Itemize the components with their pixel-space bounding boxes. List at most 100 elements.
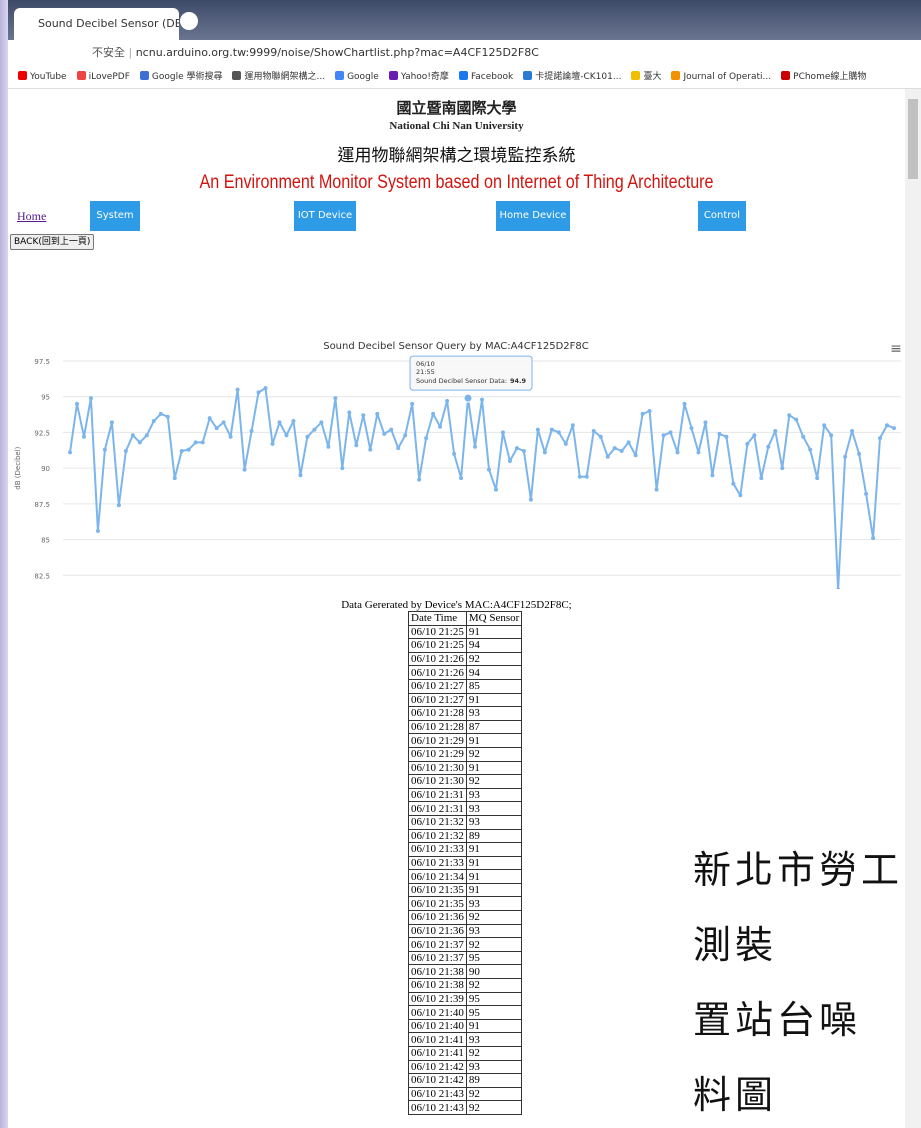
data-point xyxy=(305,434,310,439)
bookmark[interactable]: YouTube xyxy=(18,71,67,82)
data-point xyxy=(410,401,415,406)
data-point xyxy=(570,423,575,428)
sensor-value: 95 xyxy=(465,1005,523,1020)
bookmark-label: 臺大 xyxy=(643,72,662,82)
bookmark[interactable]: Google 學術搜尋 xyxy=(139,71,223,82)
data-point xyxy=(864,491,869,496)
data-point xyxy=(459,476,464,481)
table-row: 06/10 21:38 92 xyxy=(408,978,523,993)
table-header-row: Date Time MQ Sensor xyxy=(408,611,523,626)
data-point xyxy=(452,451,457,456)
data-point xyxy=(647,409,652,413)
sensor-value: 93 xyxy=(465,896,523,912)
data-point xyxy=(605,454,610,459)
data-point xyxy=(256,390,261,395)
bookmark[interactable]: Journal of Operati... xyxy=(671,71,771,82)
bookmark-label: 卡提諾論壇-CK101... xyxy=(535,72,622,82)
sensor-value: 92 xyxy=(465,774,523,789)
data-point xyxy=(298,473,303,478)
column-header: Date Time xyxy=(408,611,467,626)
data-point xyxy=(172,476,177,481)
data-point xyxy=(368,447,373,452)
separator: | xyxy=(125,46,136,59)
overlay-line: 新北市勞工 xyxy=(693,848,904,892)
bookmark-icon xyxy=(76,71,86,80)
url-box[interactable]: 不安全 | ncnu.arduino.org.tw:9999/noise/Sho… xyxy=(92,43,742,63)
bookmark-label: Google xyxy=(347,72,379,82)
table-row: 06/10 21:30 92 xyxy=(408,774,523,789)
back-button[interactable]: BACK(回到上一頁) xyxy=(10,234,95,250)
table-row: 06/10 21:29 91 xyxy=(408,733,523,748)
new-tab-button[interactable] xyxy=(180,12,198,30)
bookmark[interactable]: Google xyxy=(335,71,379,82)
bookmark[interactable]: Facebook xyxy=(458,71,514,82)
data-point xyxy=(857,451,862,456)
y-tick-label: 85 xyxy=(41,537,50,545)
browser-tab[interactable]: Sound Decibel Sensor (DB) Ch xyxy=(14,8,179,40)
data-point xyxy=(137,440,142,445)
data-point xyxy=(696,450,701,455)
sensor-value: 91 xyxy=(465,692,523,708)
data-point xyxy=(480,397,484,402)
date-time: 06/10 21:33 xyxy=(408,855,467,871)
sensor-value: 93 xyxy=(465,787,523,803)
date-time: 06/10 21:41 xyxy=(408,1046,467,1061)
bookmark[interactable]: iLovePDF xyxy=(76,71,130,82)
bookmark-label: Yahoo!奇摩 xyxy=(400,72,449,82)
data-point xyxy=(815,476,820,481)
home-link[interactable]: Home xyxy=(17,209,47,223)
data-point xyxy=(745,441,750,446)
sensor-value: 93 xyxy=(465,814,523,830)
data-point xyxy=(668,430,673,435)
data-point xyxy=(263,386,268,391)
sensor-value: 93 xyxy=(465,706,523,721)
data-point xyxy=(521,449,526,453)
data-point xyxy=(626,440,631,445)
data-point xyxy=(850,429,855,433)
address-bar xyxy=(8,40,921,66)
data-point xyxy=(780,466,785,471)
data-point xyxy=(542,450,547,455)
nav-button[interactable]: System xyxy=(90,201,140,231)
date-time: 06/10 21:28 xyxy=(408,706,467,721)
table-row: 06/10 21:41 93 xyxy=(408,1032,523,1047)
data-point xyxy=(661,433,666,438)
data-point xyxy=(703,420,708,425)
table-row: 06/10 21:28 87 xyxy=(408,719,523,735)
bookmark[interactable]: 臺大 xyxy=(631,71,662,82)
date-time: 06/10 21:30 xyxy=(408,774,467,789)
sensor-value: 92 xyxy=(465,1046,523,1061)
nav-button[interactable]: IOT Device xyxy=(294,201,356,231)
sensor-value: 91 xyxy=(465,733,523,748)
data-point xyxy=(689,426,694,431)
bookmark[interactable]: 卡提諾論壇-CK101... xyxy=(523,71,622,82)
y-tick-label: 97.5 xyxy=(34,358,50,366)
bookmark[interactable]: Yahoo!奇摩 xyxy=(388,71,449,82)
sensor-value: 95 xyxy=(465,950,523,966)
tooltip-time: 21:55 xyxy=(416,368,435,376)
scrollbar[interactable] xyxy=(905,89,921,1128)
scroll-thumb[interactable] xyxy=(908,99,918,179)
tooltip-value: 94.9 xyxy=(510,377,527,385)
nav-button[interactable]: Home Device xyxy=(496,201,570,231)
table-caption: Data Gererated by Device's MAC:A4CF125D2… xyxy=(341,599,572,611)
nav-button[interactable]: Control xyxy=(698,201,746,231)
data-point xyxy=(242,467,247,472)
overlay-line: 料圖 xyxy=(693,1073,778,1117)
date-time: 06/10 21:36 xyxy=(408,923,467,939)
overlay-line: 測裝 xyxy=(693,923,778,967)
bookmark-label: Facebook xyxy=(470,72,514,82)
data-point xyxy=(675,450,680,455)
bookmark-label: PChome線上購物 xyxy=(793,72,867,82)
menu-icon: ≡ xyxy=(890,341,902,357)
bookmark-label: Google 學術搜尋 xyxy=(151,72,223,82)
bookmark[interactable]: PChome線上購物 xyxy=(781,71,867,82)
security-label: 不安全 xyxy=(92,46,125,59)
data-point xyxy=(752,433,757,438)
sensor-value: 91 xyxy=(465,1018,523,1034)
date-time: 06/10 21:26 xyxy=(408,651,467,667)
bookmark[interactable]: 運用物聯網架構之... xyxy=(232,71,325,82)
table-row: 06/10 21:37 92 xyxy=(408,937,523,952)
table-row: 06/10 21:32 93 xyxy=(408,814,523,830)
tooltip-series: Sound Decibel Sensor Data: 94.9 xyxy=(416,377,526,385)
